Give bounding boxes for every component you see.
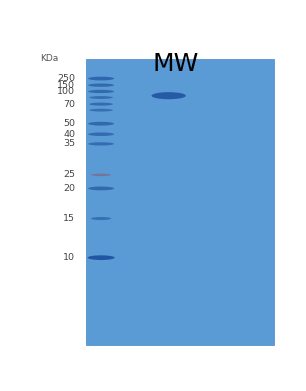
Ellipse shape (89, 109, 113, 111)
Ellipse shape (88, 133, 114, 136)
Text: 70: 70 (63, 100, 75, 109)
Text: 40: 40 (63, 130, 75, 139)
Text: KDa: KDa (40, 54, 59, 63)
Text: 250: 250 (57, 74, 75, 83)
Text: 100: 100 (57, 87, 75, 96)
Ellipse shape (88, 77, 114, 81)
Text: 15: 15 (63, 214, 75, 223)
Ellipse shape (151, 92, 186, 99)
FancyBboxPatch shape (86, 59, 274, 345)
Text: 20: 20 (63, 184, 75, 193)
Ellipse shape (91, 217, 111, 220)
Ellipse shape (88, 84, 114, 87)
Text: 25: 25 (63, 170, 75, 179)
Text: 35: 35 (63, 139, 75, 148)
Ellipse shape (88, 122, 114, 126)
Ellipse shape (91, 174, 111, 176)
Ellipse shape (88, 142, 114, 145)
Ellipse shape (88, 255, 115, 260)
Ellipse shape (88, 187, 114, 190)
Ellipse shape (88, 90, 114, 93)
Ellipse shape (89, 102, 113, 106)
Text: 50: 50 (63, 119, 75, 128)
Ellipse shape (89, 96, 113, 99)
Text: 10: 10 (63, 253, 75, 262)
Text: 150: 150 (57, 81, 75, 90)
Text: MW: MW (153, 52, 199, 76)
